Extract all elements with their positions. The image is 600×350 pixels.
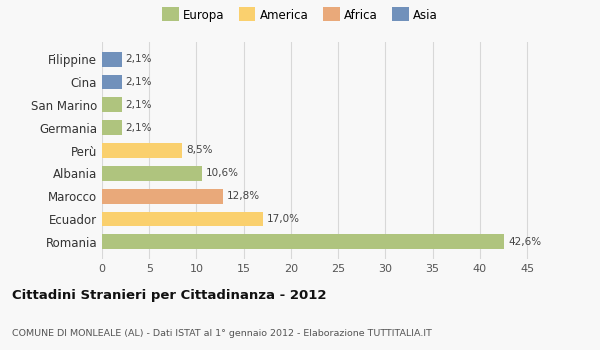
Bar (102, 234, 505, 249)
Bar (102, 98, 122, 112)
Bar (102, 189, 223, 203)
Legend: Europa, America, Africa, Asia: Europa, America, Africa, Asia (158, 6, 442, 26)
Text: 42,6%: 42,6% (508, 237, 541, 247)
Text: 2,1%: 2,1% (125, 54, 152, 64)
Bar (102, 120, 122, 135)
Text: 12,8%: 12,8% (227, 191, 260, 201)
Text: COMUNE DI MONLEALE (AL) - Dati ISTAT al 1° gennaio 2012 - Elaborazione TUTTITALI: COMUNE DI MONLEALE (AL) - Dati ISTAT al … (12, 329, 432, 338)
Bar (102, 211, 263, 226)
Text: Cittadini Stranieri per Cittadinanza - 2012: Cittadini Stranieri per Cittadinanza - 2… (12, 289, 326, 302)
Bar (102, 75, 122, 90)
Bar (102, 143, 182, 158)
Text: 8,5%: 8,5% (186, 146, 212, 155)
Text: 10,6%: 10,6% (206, 168, 239, 178)
Text: 2,1%: 2,1% (125, 77, 152, 87)
Text: 17,0%: 17,0% (266, 214, 299, 224)
Bar (102, 166, 202, 181)
Text: 2,1%: 2,1% (125, 123, 152, 133)
Text: 2,1%: 2,1% (125, 100, 152, 110)
Bar (102, 52, 122, 67)
